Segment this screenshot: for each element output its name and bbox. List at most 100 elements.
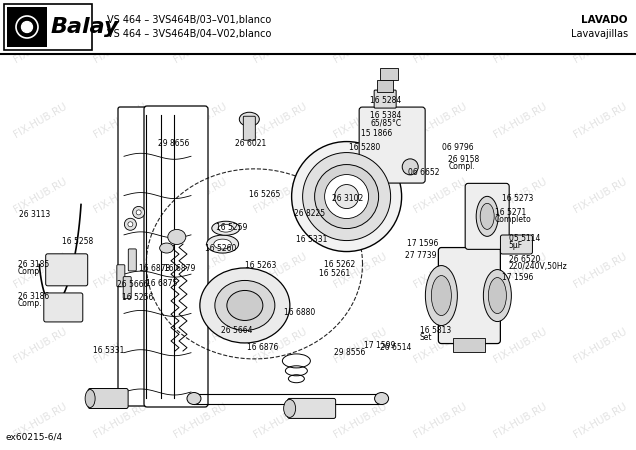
Bar: [4, 4, 92, 50]
Text: FIX-HUB.RU: FIX-HUB.RU: [92, 326, 148, 364]
Text: 16 5331: 16 5331: [93, 346, 125, 355]
Bar: [0, 0, 636, 54]
FancyBboxPatch shape: [453, 338, 485, 351]
FancyBboxPatch shape: [244, 116, 255, 140]
Ellipse shape: [335, 184, 359, 208]
Text: 16 5262: 16 5262: [324, 260, 356, 269]
FancyBboxPatch shape: [438, 248, 501, 343]
Text: 16 6879: 16 6879: [164, 264, 195, 273]
FancyBboxPatch shape: [44, 293, 83, 322]
Text: 220/240V,50Hz: 220/240V,50Hz: [509, 262, 567, 271]
Ellipse shape: [292, 142, 401, 252]
Text: FIX-HUB.RU: FIX-HUB.RU: [11, 326, 68, 364]
Text: FIX-HUB.RU: FIX-HUB.RU: [411, 26, 468, 64]
Text: FIX-HUB.RU: FIX-HUB.RU: [172, 26, 228, 64]
Text: FIX-HUB.RU: FIX-HUB.RU: [332, 401, 389, 439]
Text: FIX-HUB.RU: FIX-HUB.RU: [252, 176, 308, 214]
Text: FIX-HUB.RU: FIX-HUB.RU: [332, 101, 389, 139]
Text: 16 5813: 16 5813: [420, 326, 451, 335]
Text: 26 6514: 26 6514: [380, 342, 411, 351]
Text: 16 5384: 16 5384: [370, 111, 401, 120]
Text: Completo: Completo: [495, 215, 532, 224]
FancyBboxPatch shape: [123, 277, 131, 299]
Ellipse shape: [128, 222, 133, 227]
Text: 16 6878: 16 6878: [139, 264, 170, 273]
Text: LAVADO: LAVADO: [581, 15, 628, 25]
FancyBboxPatch shape: [88, 388, 128, 409]
Text: Balay: Balay: [51, 17, 120, 37]
Ellipse shape: [215, 280, 275, 330]
Ellipse shape: [476, 196, 498, 236]
FancyBboxPatch shape: [117, 265, 125, 287]
Text: FIX-HUB.RU: FIX-HUB.RU: [332, 26, 389, 64]
FancyBboxPatch shape: [380, 68, 398, 80]
Text: 16 5259: 16 5259: [216, 223, 247, 232]
Text: 26 3186: 26 3186: [18, 292, 49, 301]
Text: 16 5263: 16 5263: [245, 261, 276, 270]
Text: Comp.: Comp.: [18, 267, 43, 276]
Ellipse shape: [214, 239, 232, 249]
Text: FIX-HUB.RU: FIX-HUB.RU: [252, 251, 308, 289]
Text: FIX-HUB.RU: FIX-HUB.RU: [492, 401, 548, 439]
Text: FIX-HUB.RU: FIX-HUB.RU: [92, 401, 148, 439]
Text: FIX-HUB.RU: FIX-HUB.RU: [332, 251, 389, 289]
Text: FIX-HUB.RU: FIX-HUB.RU: [332, 176, 389, 214]
Text: Comp.: Comp.: [18, 299, 43, 308]
Text: FIX-HUB.RU: FIX-HUB.RU: [411, 326, 468, 364]
FancyBboxPatch shape: [128, 249, 136, 271]
Text: 16 6875: 16 6875: [146, 279, 177, 288]
Text: FIX-HUB.RU: FIX-HUB.RU: [92, 101, 148, 139]
Ellipse shape: [85, 390, 95, 408]
Text: FIX-HUB.RU: FIX-HUB.RU: [492, 326, 548, 364]
Ellipse shape: [200, 268, 290, 343]
FancyBboxPatch shape: [377, 80, 393, 92]
Text: 26 3113: 26 3113: [19, 210, 50, 219]
Text: FIX-HUB.RU: FIX-HUB.RU: [411, 251, 468, 289]
Text: 16 6876: 16 6876: [247, 343, 278, 352]
Text: 16 5260: 16 5260: [205, 243, 236, 252]
Text: 27 7739: 27 7739: [405, 252, 437, 261]
Ellipse shape: [402, 159, 418, 175]
Text: FIX-HUB.RU: FIX-HUB.RU: [172, 401, 228, 439]
Ellipse shape: [375, 392, 389, 405]
Text: 06 9796: 06 9796: [442, 143, 474, 152]
Ellipse shape: [425, 266, 457, 325]
FancyBboxPatch shape: [118, 107, 197, 406]
Ellipse shape: [480, 203, 494, 230]
FancyBboxPatch shape: [359, 107, 425, 183]
Ellipse shape: [136, 210, 141, 215]
Text: FIX-HUB.RU: FIX-HUB.RU: [411, 101, 468, 139]
Ellipse shape: [168, 230, 186, 244]
Text: 17 1599: 17 1599: [364, 341, 395, 350]
Text: 26 6021: 26 6021: [235, 139, 266, 148]
Text: 26 3102: 26 3102: [332, 194, 363, 203]
Ellipse shape: [431, 275, 452, 315]
Text: FIX-HUB.RU: FIX-HUB.RU: [492, 251, 548, 289]
Text: FIX-HUB.RU: FIX-HUB.RU: [172, 251, 228, 289]
Text: FIX-HUB.RU: FIX-HUB.RU: [492, 101, 548, 139]
Text: 5μF: 5μF: [509, 241, 523, 250]
Text: FIX-HUB.RU: FIX-HUB.RU: [252, 101, 308, 139]
Text: FIX-HUB.RU: FIX-HUB.RU: [252, 26, 308, 64]
Text: FIX-HUB.RU: FIX-HUB.RU: [572, 401, 628, 439]
Text: ex60215-6/4: ex60215-6/4: [5, 433, 62, 442]
Ellipse shape: [133, 207, 144, 218]
Text: FIX-HUB.RU: FIX-HUB.RU: [11, 251, 68, 289]
Bar: [7, 7, 47, 47]
Text: 26 3185: 26 3185: [18, 260, 49, 269]
Text: 29 8556: 29 8556: [334, 348, 365, 357]
Text: 26 8225: 26 8225: [294, 210, 325, 219]
Ellipse shape: [324, 175, 369, 219]
Text: VS 464 – 3VS464B/04–V02,blanco: VS 464 – 3VS464B/04–V02,blanco: [107, 29, 272, 39]
Text: FIX-HUB.RU: FIX-HUB.RU: [252, 326, 308, 364]
FancyBboxPatch shape: [144, 106, 208, 407]
Text: 16 5331: 16 5331: [296, 235, 327, 244]
Text: FIX-HUB.RU: FIX-HUB.RU: [252, 401, 308, 439]
Ellipse shape: [218, 225, 233, 232]
Ellipse shape: [315, 165, 378, 229]
Text: 17 1596: 17 1596: [407, 239, 438, 248]
FancyBboxPatch shape: [287, 398, 336, 418]
Text: 16 5258: 16 5258: [62, 237, 93, 246]
Text: FIX-HUB.RU: FIX-HUB.RU: [492, 26, 548, 64]
Text: VS 464 – 3VS464B/03–V01,blanco: VS 464 – 3VS464B/03–V01,blanco: [107, 15, 271, 25]
